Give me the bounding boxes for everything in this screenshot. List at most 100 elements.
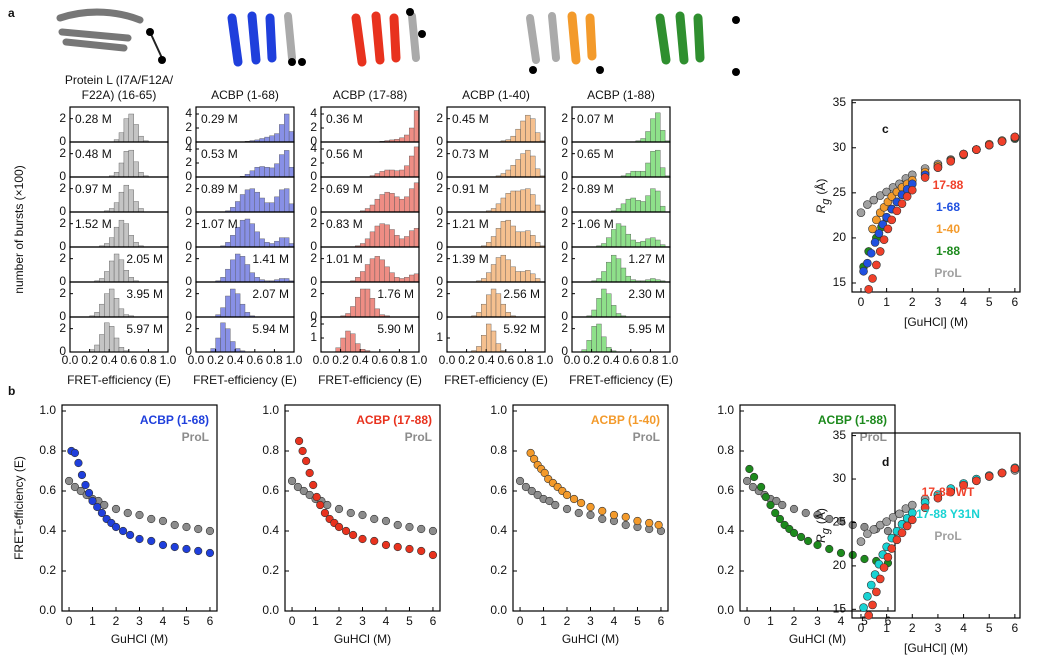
x-tick-label: 4	[960, 621, 967, 635]
y-axis-subscript: g	[820, 198, 832, 205]
data-point	[959, 149, 968, 159]
x-tick-label: 1	[883, 621, 890, 635]
histogram-bar	[239, 303, 246, 318]
y-tick-label: 2	[561, 111, 568, 125]
histogram-bar	[495, 343, 502, 353]
histogram-bar	[601, 336, 607, 353]
histogram-bar	[355, 343, 361, 353]
data-point	[863, 200, 872, 209]
x-tick-label: 0.8	[266, 353, 283, 367]
concentration-label: 0.53 M	[201, 147, 238, 161]
data-point	[417, 524, 426, 534]
x-tick-label: 1.0	[537, 353, 554, 367]
histogram-bar	[264, 202, 270, 213]
histogram-bar	[404, 236, 410, 248]
data-point	[920, 503, 930, 512]
histogram-bar	[490, 236, 497, 248]
histogram-bar	[108, 326, 115, 353]
y-tick-label: 2	[310, 120, 317, 134]
panel-letter: b	[8, 384, 15, 398]
histogram-bar	[500, 197, 506, 213]
x-tick-label: 0.0	[62, 353, 79, 367]
x-tick-label: 5	[634, 614, 641, 628]
histogram-bar	[244, 264, 251, 283]
histogram-bar	[118, 219, 125, 248]
data-point	[545, 496, 554, 506]
histogram-bar	[520, 231, 526, 248]
y-tick-label: 0	[59, 344, 66, 358]
histogram-bar	[515, 190, 521, 213]
x-tick-label: 0	[858, 621, 865, 635]
panel-frame	[446, 316, 546, 353]
data-point	[287, 476, 297, 486]
data-point	[111, 522, 121, 532]
data-point	[74, 458, 83, 468]
concentration-label: 0.48 M	[75, 147, 112, 161]
histogram-bar	[128, 277, 134, 283]
y-tick-label: 0.0	[262, 603, 279, 617]
histogram-bar	[525, 149, 531, 178]
data-point	[381, 516, 391, 526]
histogram-bar	[630, 197, 636, 213]
data-point	[526, 448, 535, 458]
x-tick-label: 0.4	[227, 353, 244, 367]
histogram-bar	[394, 235, 400, 248]
y-tick-label: 0	[59, 239, 66, 253]
histogram-bar	[274, 240, 280, 248]
histogram-bar	[133, 161, 139, 178]
data-point	[1010, 132, 1020, 142]
histogram-bar	[520, 120, 526, 143]
data-point	[540, 468, 549, 478]
concentration-label: 1.06 M	[577, 217, 614, 231]
data-point	[864, 284, 873, 294]
histogram-bar	[254, 191, 260, 213]
y-axis-unit: (Å)	[813, 508, 828, 524]
x-tick-label: 0.0	[439, 353, 456, 367]
protein-structures	[56, 8, 740, 76]
x-tick-label: 4	[160, 614, 167, 628]
histogram-bar	[113, 298, 120, 318]
data-point	[84, 488, 94, 498]
x-tick-label: 6	[885, 614, 892, 628]
histogram-bar	[113, 253, 120, 283]
legend-label: ACBP (1-68)	[140, 413, 209, 427]
histogram-bar	[355, 277, 361, 283]
panel-letter: a	[8, 6, 15, 20]
histogram-bar	[369, 231, 376, 248]
histogram-bar	[481, 335, 487, 353]
protein-label: F22A) (16-65)	[82, 88, 157, 102]
y-tick-label: 0	[185, 309, 192, 323]
concentration-label: 2.05 M	[126, 252, 163, 266]
y-tick-label: 0	[561, 344, 568, 358]
histogram-bar	[279, 189, 285, 213]
y-tick-label: 2	[561, 181, 568, 195]
concentration-label: 0.07 M	[577, 112, 614, 126]
histogram-bar	[486, 272, 492, 283]
histogram-bar	[409, 127, 415, 143]
data-point	[848, 550, 857, 560]
histogram-bar	[620, 225, 627, 248]
y-tick-label: 2	[436, 146, 443, 160]
y-tick-label: 25	[833, 515, 847, 529]
data-point	[405, 522, 414, 532]
data-point	[997, 137, 1007, 146]
histogram-bar	[399, 238, 405, 248]
histogram-bar	[274, 196, 280, 213]
protein-label: ACBP (17-88)	[333, 88, 407, 102]
concentration-label: 1.21 M	[452, 217, 489, 231]
histogram-bar	[279, 154, 285, 178]
histogram-bar	[500, 303, 506, 318]
data-point	[972, 476, 981, 486]
histogram-bar	[239, 256, 246, 283]
histogram-bar	[635, 200, 641, 213]
data-point	[305, 468, 314, 478]
data-point	[997, 468, 1007, 478]
data-point	[883, 526, 893, 536]
y-tick-label: 0.4	[39, 523, 56, 537]
data-point	[902, 521, 912, 531]
histogram-bar	[586, 340, 592, 353]
histogram-bar	[520, 189, 526, 213]
histogram-bar	[596, 298, 602, 318]
histogram-bar	[505, 169, 511, 178]
histogram-bar	[620, 203, 627, 213]
